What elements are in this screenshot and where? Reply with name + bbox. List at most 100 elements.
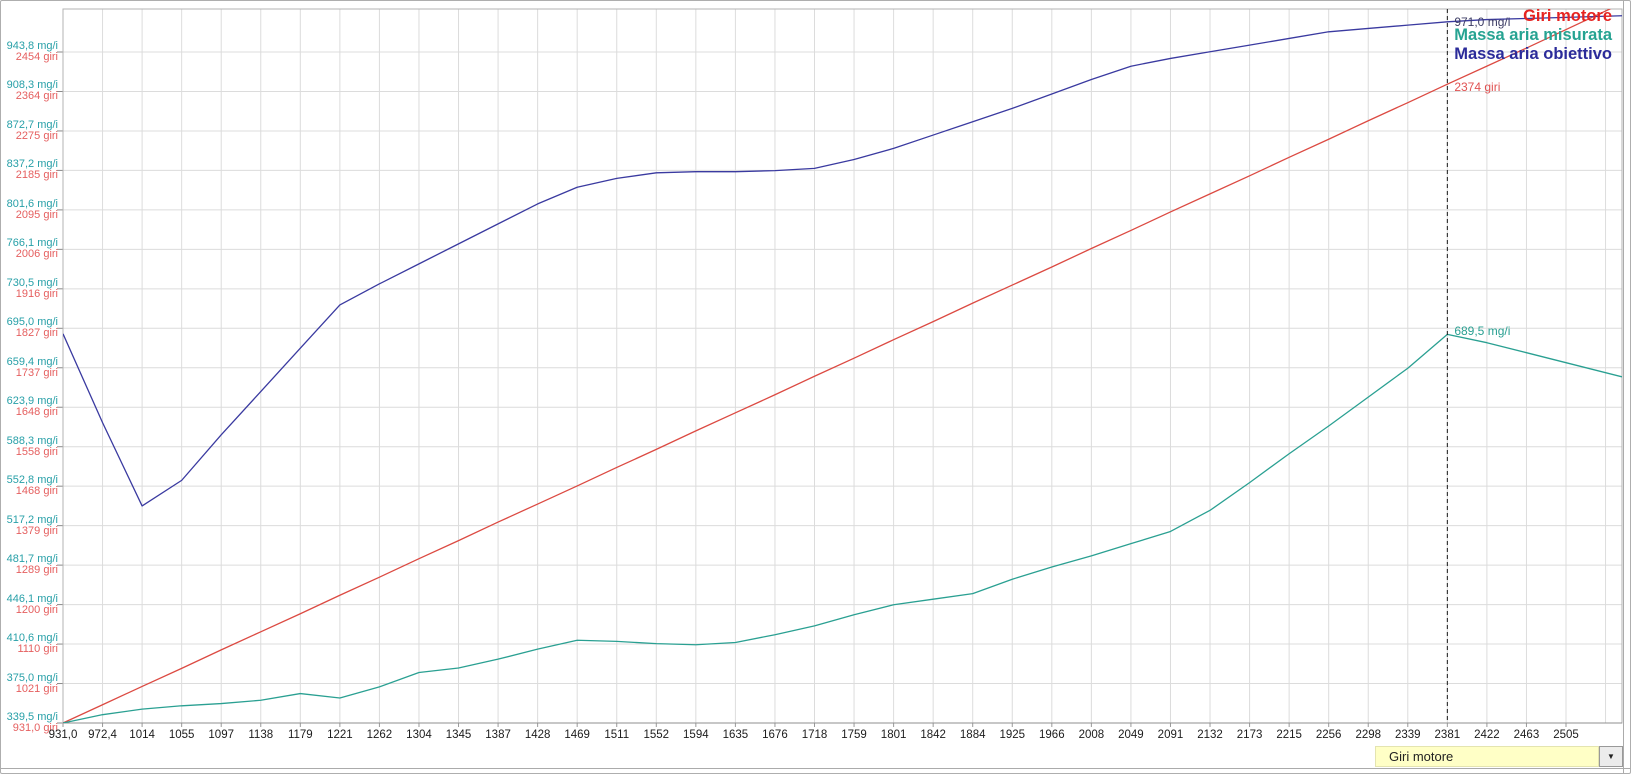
channel-selector[interactable]: Giri motore ▼ <box>1375 746 1623 767</box>
x-tick-label: 1345 <box>445 729 472 741</box>
series-giri-motore <box>63 9 1612 723</box>
y-axis-label-mg: 375,0 mg/i <box>6 671 58 684</box>
cursor-value-giri: 2374 giri <box>1454 80 1501 95</box>
y-axis-label-giri: 1827 giri <box>15 327 58 340</box>
y-axis-label-pair: 801,6 mg/i 2095 giri <box>1 197 58 221</box>
y-axis-label-giri: 1379 giri <box>15 524 58 537</box>
chevron-down-icon[interactable]: ▼ <box>1599 746 1623 767</box>
y-axis-label-pair: 446,1 mg/i 1200 giri <box>1 592 58 616</box>
x-tick-label: 1552 <box>643 729 670 741</box>
y-axis-label-mg: 872,7 mg/i <box>6 118 58 131</box>
y-axis-label-giri: 1110 giri <box>17 643 58 656</box>
x-tick-label: 2339 <box>1394 729 1421 741</box>
x-tick-label: 972,4 <box>88 729 117 741</box>
chart-legend: Giri motore Massa aria misurata Massa ar… <box>1454 7 1612 64</box>
y-axis-label-mg: 908,3 mg/i <box>6 79 58 92</box>
y-axis-label-mg: 552,8 mg/i <box>6 474 58 487</box>
panel-right-divider <box>1623 1 1624 773</box>
y-axis-label-mg: 339,5 mg/i <box>6 711 58 723</box>
x-tick-label: 2256 <box>1315 729 1342 741</box>
x-tick-label: 1511 <box>604 729 630 741</box>
y-axis-label-giri: 1737 giri <box>15 366 58 379</box>
x-tick-label: 1428 <box>524 729 551 741</box>
y-axis-label-mg: 943,8 mg/i <box>6 40 58 52</box>
y-axis-label-giri: 1916 giri <box>15 287 58 300</box>
x-tick-label: 1635 <box>722 729 749 741</box>
y-axis-label-mg: 695,0 mg/i <box>6 316 58 329</box>
y-axis-label-pair: 552,8 mg/i 1468 giri <box>1 475 58 497</box>
series-massa-aria-misurata <box>63 333 1622 723</box>
y-axis-label-pair: 481,7 mg/i 1289 giri <box>1 554 58 576</box>
y-axis-label-mg: 801,6 mg/i <box>6 197 58 210</box>
x-tick-label: 1759 <box>841 729 867 741</box>
y-axis-label-giri: 1289 giri <box>15 564 58 577</box>
cursor-value-obiettivo: 971,0 mg/i <box>1454 14 1511 29</box>
y-axis-label-giri: 2095 giri <box>15 208 58 221</box>
y-axis-label-pair: 339,5 mg/i 931,0 giri <box>1 712 58 734</box>
y-axis-label-mg: 446,1 mg/i <box>6 592 58 605</box>
y-axis-label-mg: 766,1 mg/i <box>6 237 58 250</box>
y-axis-label-pair: 375,0 mg/i 1021 giri <box>1 671 58 695</box>
y-axis-label-mg: 410,6 mg/i <box>6 632 58 645</box>
legend-item-giri-motore[interactable]: Giri motore <box>1523 7 1612 25</box>
x-tick-label: 2381 <box>1434 729 1461 741</box>
y-axis-label-pair: 908,3 mg/i 2364 giri <box>1 80 58 102</box>
y-axis-label-giri: 1468 giri <box>15 485 58 498</box>
x-tick-label: 2215 <box>1276 729 1302 741</box>
x-tick-label: 1221 <box>327 729 353 741</box>
x-tick-label: 1304 <box>406 729 432 741</box>
y-axis-label-mg: 588,3 mg/i <box>6 434 58 447</box>
y-axis-label-pair: 410,6 mg/i 1110 giri <box>1 633 58 655</box>
y-axis-label-pair: 623,9 mg/i 1648 giri <box>1 396 58 418</box>
y-axis-label-mg: 730,5 mg/i <box>6 276 58 289</box>
x-tick-label: 1138 <box>248 729 274 741</box>
legend-item-massa-aria-obiettivo[interactable]: Massa aria obiettivo <box>1454 45 1612 63</box>
x-tick-label: 2091 <box>1157 729 1184 741</box>
y-axis-label-giri: 931,0 giri <box>12 722 58 734</box>
x-tick-label: 2298 <box>1355 729 1382 741</box>
y-axis-label-giri: 2454 giri <box>15 51 58 63</box>
x-tick-label: 931,0 <box>48 729 78 741</box>
y-axis-label-giri: 2185 giri <box>15 169 58 182</box>
cursor-value-misurata: 689,5 mg/i <box>1454 324 1511 339</box>
y-axis-label-giri: 1200 giri <box>15 603 58 616</box>
x-tick-label: 1925 <box>999 729 1026 741</box>
y-axis-label-giri: 2364 giri <box>15 90 58 103</box>
y-axis-label-giri: 1648 giri <box>15 406 58 419</box>
x-tick-label: 1718 <box>801 729 828 741</box>
x-tick-label: 1469 <box>564 729 590 741</box>
legend-item-massa-aria-misurata[interactable]: Massa aria misurata <box>1454 26 1612 44</box>
y-axis-label-pair: 943,8 mg/i 2454 giri <box>1 41 58 63</box>
x-tick-label: 1966 <box>1039 729 1065 741</box>
x-tick-label: 1014 <box>129 729 155 741</box>
y-axis-label-mg: 659,4 mg/i <box>6 355 58 368</box>
x-tick-label: 2008 <box>1078 729 1105 741</box>
y-axis-label-mg: 517,2 mg/i <box>6 513 58 526</box>
y-axis-label-mg: 481,7 mg/i <box>6 553 58 566</box>
y-axis-label-mg: 623,9 mg/i <box>6 395 58 408</box>
y-axis-label-pair: 766,1 mg/i 2006 giri <box>1 238 58 260</box>
y-axis-label-pair: 517,2 mg/i 1379 giri <box>1 513 58 537</box>
x-tick-label: 2463 <box>1513 729 1540 741</box>
panel-bottom-divider <box>1 768 1630 769</box>
x-tick-label: 2505 <box>1553 729 1579 741</box>
y-axis-label-pair: 659,4 mg/i 1737 giri <box>1 355 58 379</box>
y-axis-label-giri: 1558 giri <box>15 445 58 458</box>
y-axis-label-giri: 2275 giri <box>15 129 58 142</box>
channel-selector-value[interactable]: Giri motore <box>1375 746 1599 767</box>
x-tick-label: 1801 <box>880 729 907 741</box>
x-tick-label: 2049 <box>1118 729 1144 741</box>
y-axis-label-giri: 2006 giri <box>15 248 58 261</box>
x-tick-label: 1884 <box>959 729 986 741</box>
x-tick-label: 2422 <box>1474 729 1500 741</box>
y-axis-label-pair: 872,7 mg/i 2275 giri <box>1 118 58 142</box>
series-massa-aria-obiettivo <box>63 15 1622 507</box>
x-tick-label: 1676 <box>762 729 788 741</box>
x-tick-label: 1842 <box>920 729 946 741</box>
x-tick-label: 2132 <box>1197 729 1223 741</box>
y-axis-label-pair: 730,5 mg/i 1916 giri <box>1 276 58 300</box>
x-tick-label: 1387 <box>485 729 511 741</box>
x-tick-label: 1055 <box>168 729 195 741</box>
